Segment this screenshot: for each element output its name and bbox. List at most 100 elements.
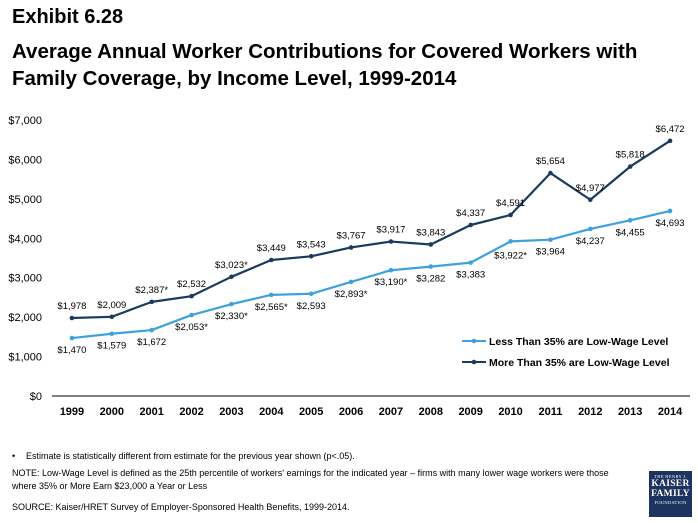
data-label: $3,922* [494, 250, 527, 261]
data-point [308, 291, 314, 297]
chart-legend: Less Than 35% are Low-Wage Level More Tha… [462, 336, 670, 369]
data-label: $2,565* [255, 302, 288, 313]
x-tick-label: 2004 [259, 406, 284, 418]
data-point [388, 267, 394, 273]
data-label: $3,449 [257, 243, 286, 254]
data-label: $3,964 [536, 247, 565, 258]
x-tick-label: 2010 [498, 406, 522, 418]
x-tick-label: 2002 [179, 406, 203, 418]
data-label: $2,532 [177, 279, 206, 290]
data-point [428, 242, 434, 247]
data-point [269, 257, 274, 263]
data-point [508, 239, 513, 244]
chart-axes: $0 $1,000 $2,000 $3,000 $4,000 $5,000 $6,000 $7… [8, 115, 690, 418]
legend-marker [471, 338, 477, 344]
chart-title: Average Annual Worker Contributions for … [12, 40, 638, 90]
data-point [348, 279, 354, 285]
x-tick-label: 2000 [100, 406, 124, 418]
data-label: $5,654 [536, 156, 565, 167]
data-point [468, 260, 473, 265]
x-tick-label: 2001 [139, 406, 163, 418]
data-label: $2,593 [297, 301, 326, 312]
data-label: $4,337 [456, 208, 485, 219]
data-point [588, 197, 593, 203]
data-label: $3,917 [376, 225, 405, 236]
data-label: $2,387* [135, 285, 168, 296]
data-label: $3,543 [297, 239, 326, 250]
data-label: $2,053* [175, 322, 208, 333]
data-label: $2,330* [215, 311, 248, 322]
data-label: $4,591 [496, 198, 525, 209]
data-label: $4,237 [576, 236, 605, 247]
kaiser-family-foundation-logo: THE HENRY J. KAISER FAMILY FOUNDATION [649, 471, 692, 517]
data-point [109, 314, 115, 320]
x-tick-label: 1999 [60, 406, 84, 418]
y-tick-label: $6,000 [8, 154, 42, 166]
data-point [468, 222, 473, 228]
data-point [149, 327, 154, 333]
significance-note-text: Estimate is statistically different from… [26, 451, 355, 461]
source-note: SOURCE: Kaiser/HRET Survey of Employer-S… [12, 502, 350, 512]
data-label: $3,843 [416, 227, 445, 238]
low-wage-note: NOTE: Low-Wage Level is defined as the 2… [12, 468, 609, 491]
legend-marker [471, 359, 477, 365]
data-label: $2,009 [97, 300, 126, 311]
series-line-1 [71, 209, 671, 340]
data-label: $4,693 [656, 218, 685, 229]
data-point [149, 299, 154, 305]
x-tick-label: 2012 [578, 406, 602, 418]
data-point [508, 212, 513, 218]
data-point [189, 312, 194, 318]
data-point [69, 315, 75, 321]
data-point [667, 208, 673, 214]
data-label: $3,383 [456, 270, 485, 281]
x-tick-label: 2005 [299, 406, 323, 418]
y-tick-label: $7,000 [8, 115, 42, 127]
data-point [588, 226, 593, 232]
x-tick-label: 2014 [658, 406, 683, 418]
data-label: $4,455 [616, 227, 645, 238]
y-tick-label: $2,000 [8, 312, 42, 324]
data-point [269, 292, 274, 298]
data-point [348, 245, 354, 250]
y-tick-label: $1,000 [8, 352, 42, 364]
x-tick-label: 2006 [339, 406, 363, 418]
data-label: $3,282 [416, 274, 445, 285]
exhibit-number: Exhibit 6.28 [12, 6, 124, 28]
data-point [308, 254, 314, 259]
data-point [69, 335, 75, 341]
data-label: $1,579 [97, 341, 126, 352]
data-label: $5,818 [616, 150, 645, 161]
data-point [627, 164, 633, 169]
data-label: $1,672 [137, 337, 166, 348]
x-tick-label: 2007 [379, 406, 403, 418]
data-point [627, 218, 633, 223]
data-point [189, 293, 194, 299]
data-label: $6,472 [656, 124, 685, 135]
x-tick-label: 2008 [419, 406, 443, 418]
bullet: • [12, 451, 16, 461]
y-tick-label: $5,000 [8, 194, 42, 206]
y-tick-label: $4,000 [8, 233, 42, 245]
x-tick-label: 2011 [539, 406, 563, 418]
series-line-2 [71, 139, 671, 320]
data-point [229, 301, 234, 307]
data-label: $1,978 [57, 301, 86, 312]
y-tick-label: $0 [30, 391, 42, 403]
data-point [229, 274, 234, 280]
data-label: $4,977 [576, 183, 605, 194]
x-tick-label: 2013 [618, 406, 642, 418]
data-label: $3,767 [337, 230, 366, 241]
data-point [109, 331, 115, 337]
data-point [388, 239, 394, 244]
chart-data-labels: $1,470 $1,579 $1,672 $2,053* $2,330* $2,565* $… [57, 124, 684, 356]
legend-label: Less Than 35% are Low-Wage Level [489, 336, 668, 348]
data-label: $2,893* [335, 289, 368, 300]
x-tick-label: 2003 [219, 406, 243, 418]
data-label: $3,190* [375, 277, 408, 288]
data-label: $1,470 [57, 345, 86, 356]
data-point [548, 237, 553, 243]
significance-note: • Estimate is statistically different fro… [12, 450, 355, 463]
legend-label: More Than 35% are Low-Wage Level [489, 357, 670, 369]
